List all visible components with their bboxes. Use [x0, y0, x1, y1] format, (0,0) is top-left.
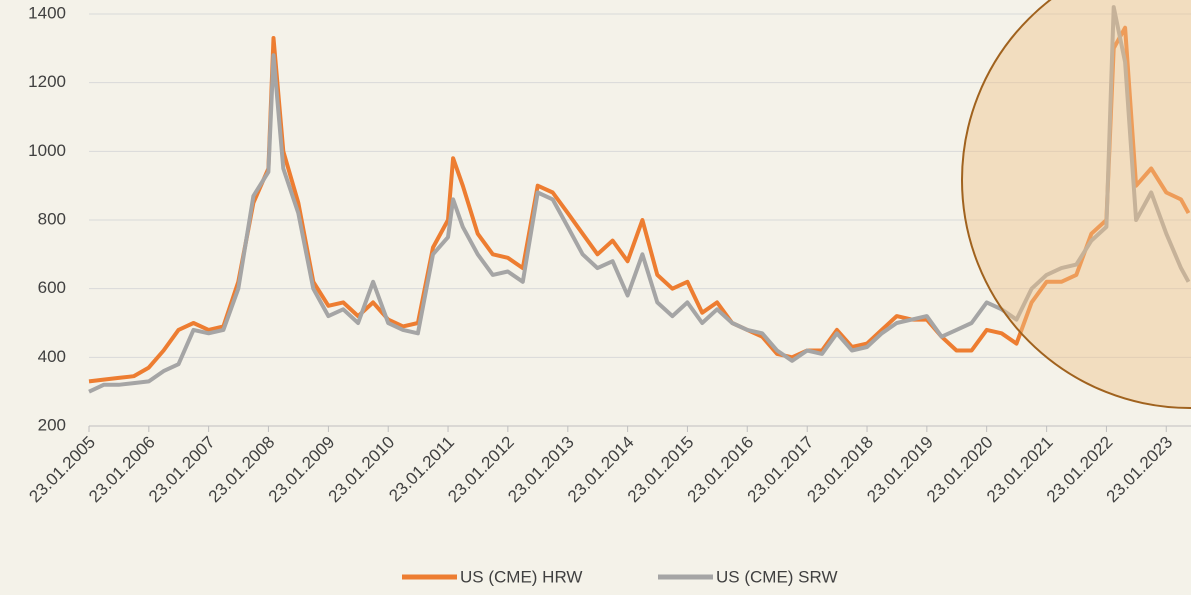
- y-tick-label: 1400: [28, 3, 66, 22]
- y-tick-label: 1000: [28, 141, 66, 160]
- legend-label: US (CME) HRW: [460, 567, 582, 586]
- y-tick-label: 800: [38, 209, 66, 228]
- legend-label: US (CME) SRW: [716, 567, 838, 586]
- series-line: [88, 5, 1191, 394]
- y-tick-label: 1200: [28, 72, 66, 91]
- highlight-circle: [961, 0, 1191, 409]
- plot: [88, 5, 1191, 394]
- y-tick-label: 400: [38, 347, 66, 366]
- y-tick-label: 600: [38, 278, 66, 297]
- y-tick-label: 200: [38, 415, 66, 434]
